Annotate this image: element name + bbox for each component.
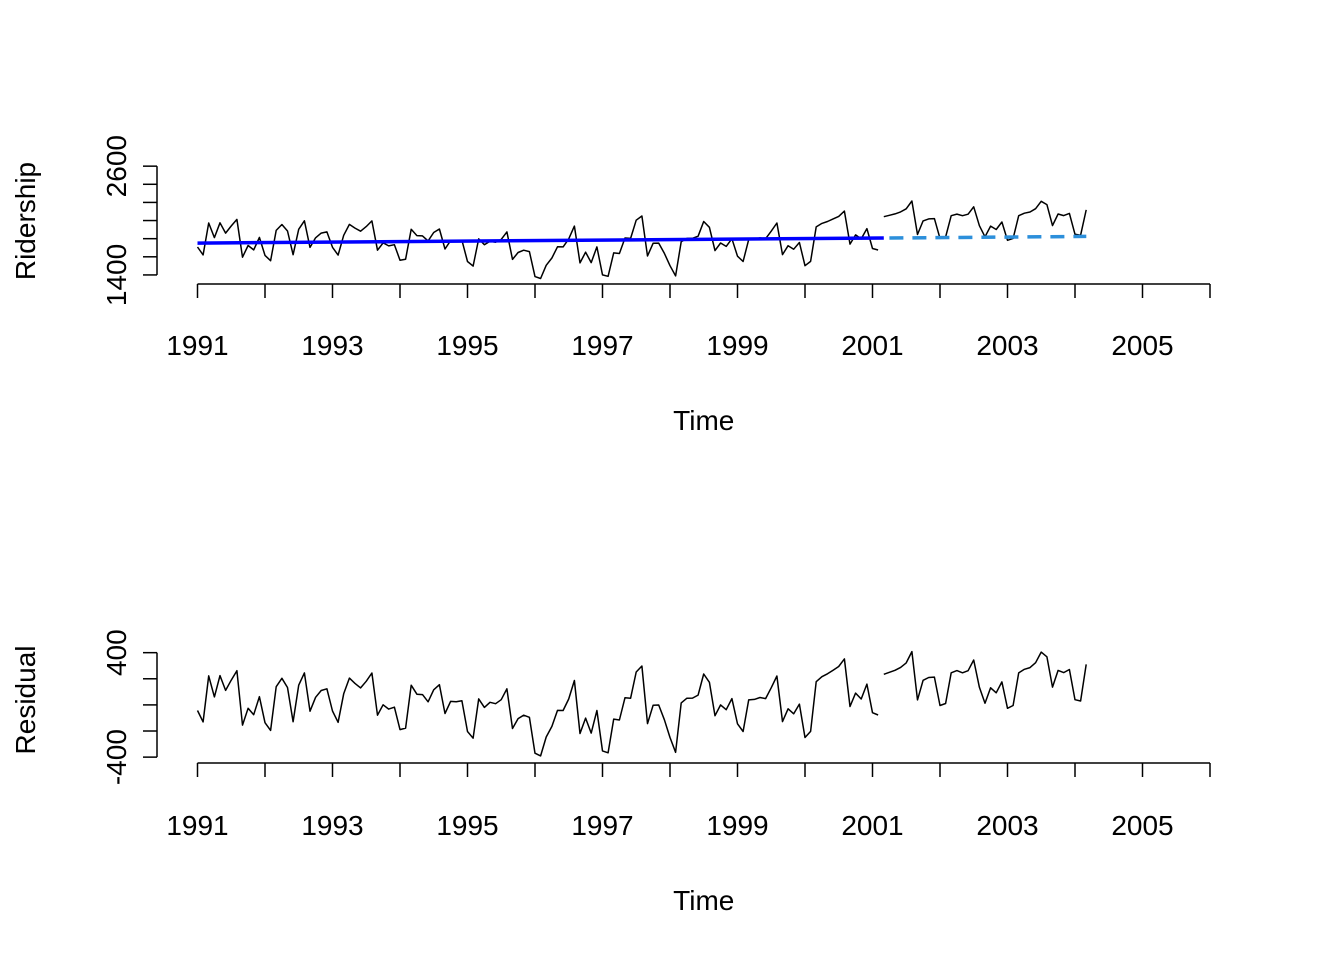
x-axis-title: Time: [673, 885, 734, 916]
x-tick-label: 1993: [301, 330, 363, 361]
x-tick-label: 1999: [706, 810, 768, 841]
series-line-fitted: [197, 236, 884, 245]
x-tick-label: 1997: [571, 330, 633, 361]
x-tick-label: 2001: [841, 810, 903, 841]
x-tick-label: 1991: [166, 810, 228, 841]
x-tick-label: 1991: [166, 330, 228, 361]
x-tick-label: 1997: [571, 810, 633, 841]
x-tick-label: 2005: [1111, 810, 1173, 841]
x-tick-label: 1993: [301, 810, 363, 841]
series-line-forecast: [889, 234, 1087, 240]
x-tick-label: 2003: [976, 330, 1038, 361]
x-tick-label: 2005: [1111, 330, 1173, 361]
series-line-residual-validation: [883, 650, 1087, 710]
ridership-panel: 1991 1993 1995 1997 1999 2001 2003 2005 1400 2600…: [10, 135, 1211, 436]
y-axis-title: Residual: [10, 646, 41, 755]
x-axis-title: Time: [673, 405, 734, 436]
y-tick-label: 1400: [101, 244, 132, 306]
y-axis-title: Ridership: [10, 162, 41, 280]
y-tick-label: -400: [101, 729, 132, 785]
x-tick-label: 1995: [436, 330, 498, 361]
x-tick-label: 2001: [841, 330, 903, 361]
x-tick-label: 1995: [436, 810, 498, 841]
residual-panel: 1991 1993 1995 1997 1999 2001 2003 2005 -400 400 T…: [10, 629, 1211, 916]
series-line-residual-training: [196, 658, 879, 757]
y-tick-label: 2600: [101, 135, 132, 197]
series-line-actual-training: [196, 210, 879, 280]
x-tick-label: 2003: [976, 810, 1038, 841]
x-tick-label: 1999: [706, 330, 768, 361]
y-tick-label: 400: [101, 629, 132, 676]
series-line-actual-validation: [883, 200, 1087, 242]
